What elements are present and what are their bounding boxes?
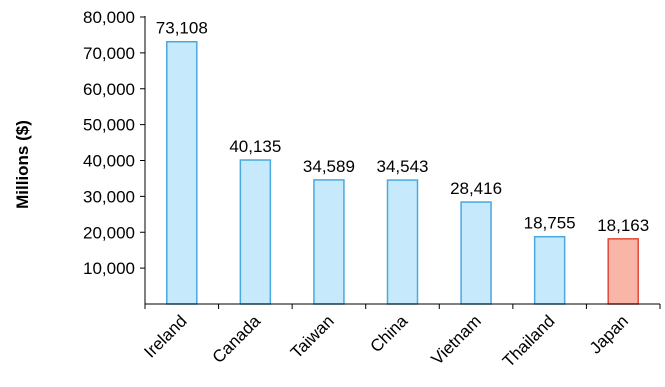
x-axis: Ireland Canada Taiwan China Vietnam Thailand J… [140, 303, 661, 371]
y-tick-label: 10,000 [83, 259, 135, 278]
bar-thailand [533, 235, 566, 305]
x-tick-label: Japan [586, 311, 632, 357]
y-tick-label: 80,000 [83, 8, 135, 27]
x-tick-label: Thailand [499, 311, 559, 371]
bar-vietnam [460, 201, 492, 305]
y-tick-label: 50,000 [83, 116, 135, 135]
bar-canada [239, 159, 272, 305]
x-tick-label: China [366, 311, 411, 356]
y-tick-label: 70,000 [83, 44, 135, 63]
bar-china [386, 179, 419, 305]
bar-taiwan [313, 179, 345, 305]
x-tick-label: Ireland [140, 311, 190, 361]
y-tick-label: 60,000 [83, 80, 135, 99]
y-tick-label: 20,000 [83, 223, 135, 242]
data-label: 18,163 [597, 216, 649, 235]
y-tick-label: 30,000 [83, 187, 135, 206]
data-label: 28,416 [450, 179, 502, 198]
x-tick-label: Vietnam [428, 311, 485, 368]
y-tick-label: 40,000 [83, 152, 135, 171]
data-label: 73,108 [156, 19, 208, 38]
x-tick-label: Taiwan [287, 311, 338, 362]
y-axis: 10,000 20,000 30,000 40,000 50,000 60,000 70,0… [83, 8, 146, 304]
bar-japan [607, 238, 639, 305]
bars: 73,108 40,135 34,589 34,543 28,416 18,755 18,1… [156, 19, 649, 305]
data-label: 40,135 [229, 137, 281, 156]
data-label: 34,543 [377, 157, 429, 176]
y-axis-title: Millions ($) [13, 120, 32, 209]
x-tick-label: Canada [209, 311, 265, 367]
bar-ireland [166, 40, 198, 305]
data-label: 18,755 [524, 214, 576, 233]
data-label: 34,589 [303, 157, 355, 176]
